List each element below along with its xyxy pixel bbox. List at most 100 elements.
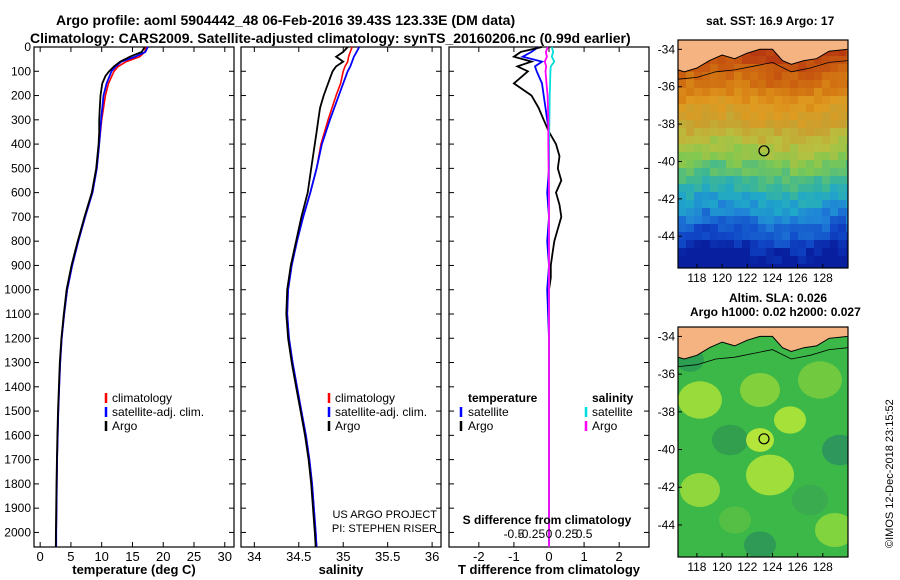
sst-lat-label: -38 bbox=[658, 117, 676, 131]
sal-legend-label: satellite-adj. clim. bbox=[335, 405, 427, 419]
depth-tick-label: 300 bbox=[11, 113, 31, 127]
sst-lat-label: -44 bbox=[658, 229, 676, 243]
diff-xtick-label: -1 bbox=[508, 549, 520, 564]
sla-lon-label: 118 bbox=[687, 560, 706, 574]
sst-lat-label: -40 bbox=[658, 154, 676, 168]
depth-tick-label: 400 bbox=[11, 137, 31, 151]
depth-tick-label: 800 bbox=[11, 234, 31, 248]
diff-legend-label: Argo bbox=[592, 419, 618, 433]
temp-xtick-label: 15 bbox=[125, 549, 139, 564]
diff-xtick-label: 0 bbox=[545, 549, 552, 564]
sla-lat-label: -38 bbox=[658, 405, 676, 419]
depth-tick-label: 1200 bbox=[4, 331, 31, 345]
diff-xtick-label: 2 bbox=[616, 549, 623, 564]
temp-xlabel: temperature (deg C) bbox=[72, 562, 196, 577]
sla-map-title: Altim. SLA: 0.026 bbox=[729, 291, 828, 305]
depth-tick-label: 1900 bbox=[4, 501, 31, 515]
sst-profile-marker bbox=[758, 145, 770, 157]
sla-lon-label: 122 bbox=[737, 560, 757, 574]
sla-lat-label: -40 bbox=[658, 443, 676, 457]
sal-xtick-label: 34.5 bbox=[286, 549, 311, 564]
diff-legend-label: Argo bbox=[468, 419, 494, 433]
sla-profile-marker bbox=[758, 433, 770, 445]
sal-legend-label: climatology bbox=[335, 391, 395, 405]
sal-xtick-label: 35 bbox=[336, 549, 350, 564]
coastline-land bbox=[678, 40, 848, 73]
diff-legend-label: satellite bbox=[468, 405, 509, 419]
depth-tick-label: 1600 bbox=[4, 428, 31, 442]
sla-lon-label: 120 bbox=[712, 560, 732, 574]
temp-plot-frame bbox=[33, 46, 235, 548]
sal-plot-frame bbox=[240, 46, 442, 548]
depth-tick-label: 1800 bbox=[4, 477, 31, 491]
sla-lon-label: 128 bbox=[813, 560, 833, 574]
depth-tick-label: 0 bbox=[24, 40, 31, 54]
diff-xtick-label: 1 bbox=[580, 549, 587, 564]
sla-lat-label: -44 bbox=[658, 518, 676, 532]
diff-xlabel2: S difference from climatology bbox=[463, 513, 632, 527]
diff-xtick2-label: 0 bbox=[546, 527, 553, 541]
isobath-line bbox=[678, 60, 848, 80]
sla-map-subtitle: Argo h1000: 0.02 h2000: 0.027 bbox=[690, 305, 861, 319]
sst-lon-label: 122 bbox=[737, 271, 757, 285]
diff-xtick2-label: -0.5 bbox=[504, 527, 525, 541]
sla-lat-label: -42 bbox=[658, 480, 676, 494]
depth-tick-label: 100 bbox=[11, 64, 31, 78]
sst-map-frame bbox=[677, 39, 849, 269]
temp-xtick-label: 10 bbox=[94, 549, 108, 564]
temp-series-argo bbox=[54, 46, 146, 548]
credit-pi: PI: STEPHEN RISER bbox=[332, 523, 437, 535]
diff-xlabel: T difference from climatology bbox=[458, 562, 641, 577]
sal-xlabel: salinity bbox=[319, 562, 365, 577]
depth-tick-label: 1700 bbox=[4, 453, 31, 467]
depth-tick-label: 1300 bbox=[4, 356, 31, 370]
sla-map-body bbox=[678, 327, 848, 557]
sla-map-frame bbox=[677, 326, 849, 558]
sal-xtick-label: 36 bbox=[425, 549, 439, 564]
diff-series-salinity-argo bbox=[543, 46, 550, 547]
temp-legend-label: satellite-adj. clim. bbox=[112, 405, 204, 419]
sst-lat-label: -42 bbox=[658, 192, 676, 206]
depth-tick-label: 200 bbox=[11, 89, 31, 103]
title-line-1: Argo profile: aoml 5904442_48 06-Feb-201… bbox=[56, 12, 516, 28]
depth-tick-label: 600 bbox=[11, 186, 31, 200]
sal-series-argo bbox=[285, 46, 349, 548]
sal-xtick-label: 35.5 bbox=[375, 549, 400, 564]
depth-tick-label: 1400 bbox=[4, 380, 31, 394]
sst-lon-label: 120 bbox=[712, 271, 732, 285]
diff-xtick2-label: 0.25 bbox=[555, 527, 579, 541]
diff-legend-sal-title: salinity bbox=[592, 391, 634, 405]
temp-xtick-label: 20 bbox=[156, 549, 170, 564]
sla-lat-label: -34 bbox=[658, 329, 676, 343]
coastline-land bbox=[678, 327, 848, 360]
depth-tick-label: 1500 bbox=[4, 404, 31, 418]
depth-tick-label: 700 bbox=[11, 210, 31, 224]
temp-xtick-label: 0 bbox=[37, 549, 44, 564]
diff-xtick-label: -2 bbox=[473, 549, 485, 564]
credit-project: US ARGO PROJECT bbox=[332, 509, 437, 521]
sal-xtick-label: 34 bbox=[247, 549, 261, 564]
diff-legend-temp-title: temperature bbox=[468, 391, 538, 405]
diff-xtick2-label: -0.25 bbox=[518, 527, 546, 541]
title-line-2: Climatology: CARS2009. Satellite-adjuste… bbox=[30, 30, 631, 46]
sst-lat-label: -36 bbox=[658, 80, 676, 94]
depth-tick-label: 500 bbox=[11, 161, 31, 175]
diff-xtick2-label: 0.5 bbox=[576, 527, 593, 541]
sst-lon-label: 126 bbox=[788, 271, 808, 285]
diff-legend-label: satellite bbox=[592, 405, 633, 419]
temp-legend-label: Argo bbox=[112, 419, 138, 433]
temp-xtick-label: 25 bbox=[187, 549, 201, 564]
depth-tick-label: 2000 bbox=[4, 525, 31, 539]
sla-lat-label: -36 bbox=[658, 367, 676, 381]
sla-lon-label: 124 bbox=[762, 560, 782, 574]
depth-tick-label: 1100 bbox=[5, 307, 31, 321]
sst-lon-label: 118 bbox=[687, 271, 706, 285]
sla-lon-label: 126 bbox=[788, 560, 808, 574]
sst-lon-label: 124 bbox=[762, 271, 782, 285]
temp-xtick-label: 5 bbox=[67, 549, 74, 564]
sst-map-title: sat. SST: 16.9 Argo: 17 bbox=[706, 14, 835, 28]
sst-lon-label: 128 bbox=[813, 271, 833, 285]
sst-lat-label: -34 bbox=[658, 42, 676, 56]
depth-tick-label: 1000 bbox=[4, 283, 31, 297]
